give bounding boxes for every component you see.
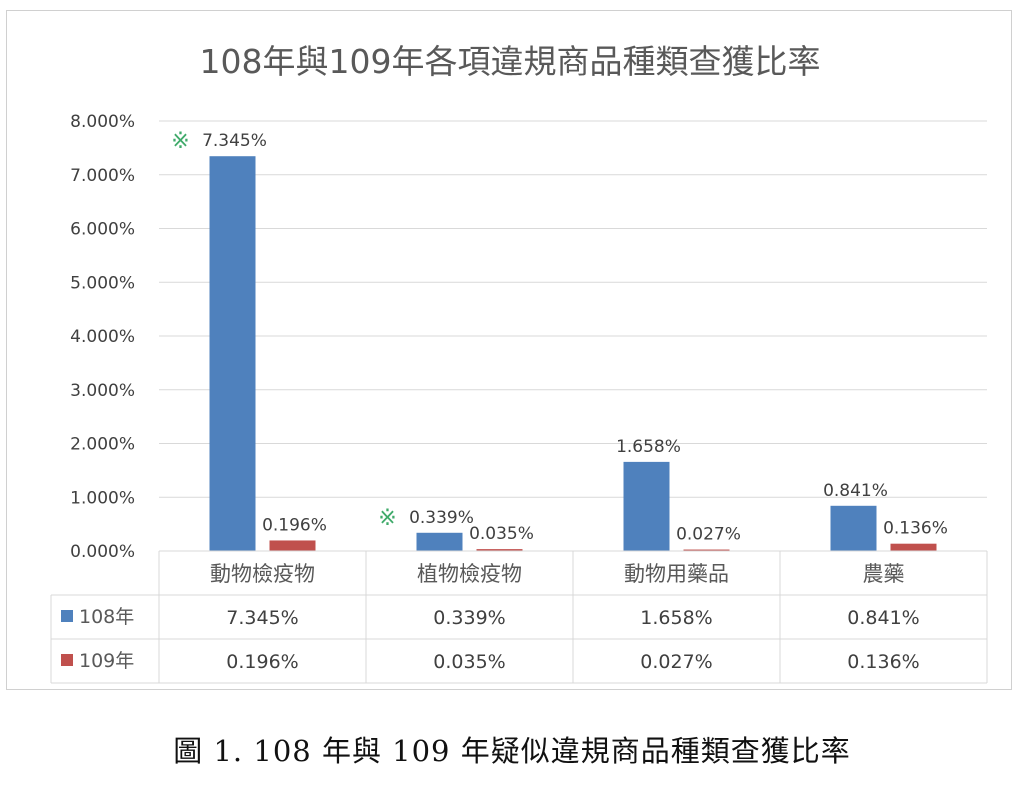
y-tick-label: 2.000% (70, 435, 135, 455)
legend-label: 109年 (79, 650, 134, 672)
data-label: 0.196% (262, 515, 327, 535)
data-label: 0.027% (676, 525, 741, 545)
data-label: 1.658% (616, 437, 681, 457)
y-tick-label: 6.000% (70, 220, 135, 240)
bar-109 (683, 549, 730, 551)
y-tick-label: 1.000% (70, 488, 135, 508)
annotation-marker: ※ (171, 129, 189, 154)
table-cell: 0.027% (640, 651, 712, 673)
data-label: 0.136% (883, 519, 948, 539)
data-label: 0.841% (823, 481, 888, 501)
chart-title: 108年與109年各項違規商品種類查獲比率 (200, 42, 821, 81)
data-label: 0.339% (409, 508, 474, 528)
bar-108 (830, 505, 877, 551)
table-cell: 7.345% (226, 607, 298, 629)
category-label: 植物檢疫物 (417, 562, 522, 586)
bar-chart: 108年與109年各項違規商品種類查獲比率 0.000% 1.000% 2.000% 3… (50, 42, 988, 684)
annotation-marker: ※ (378, 506, 396, 531)
bar-108 (416, 532, 463, 551)
data-label: 0.035% (469, 524, 534, 544)
bar-109 (269, 540, 316, 551)
table-cell: 0.035% (433, 651, 505, 673)
bar-109 (476, 549, 523, 551)
table-cell: 0.196% (226, 651, 298, 673)
legend-swatch (61, 654, 73, 666)
y-tick-label: 0.000% (70, 542, 135, 562)
category-label: 動物檢疫物 (210, 562, 315, 586)
y-tick-label: 3.000% (70, 381, 135, 401)
bar-108 (623, 461, 670, 551)
category-label: 動物用藥品 (624, 562, 729, 586)
y-tick-label: 5.000% (70, 273, 135, 293)
data-label: 7.345% (202, 131, 267, 151)
bar-109 (890, 543, 937, 551)
bar-108 (209, 156, 256, 552)
y-tick-label: 8.000% (70, 112, 135, 132)
table-cell: 0.841% (847, 607, 919, 629)
table-cell: 0.136% (847, 651, 919, 673)
table-cell: 1.658% (640, 607, 712, 629)
table-cell: 0.339% (433, 607, 505, 629)
y-tick-label: 4.000% (70, 327, 135, 347)
chart-frame: 108年與109年各項違規商品種類查獲比率 0.000% 1.000% 2.000% 3… (6, 10, 1012, 690)
legend-swatch (61, 610, 73, 622)
category-label: 農藥 (863, 562, 905, 586)
y-tick-label: 7.000% (70, 166, 135, 186)
figure-caption: 圖 1. 108 年與 109 年疑似違規商品種類查獲比率 (173, 734, 851, 768)
legend-label: 108年 (79, 606, 134, 628)
